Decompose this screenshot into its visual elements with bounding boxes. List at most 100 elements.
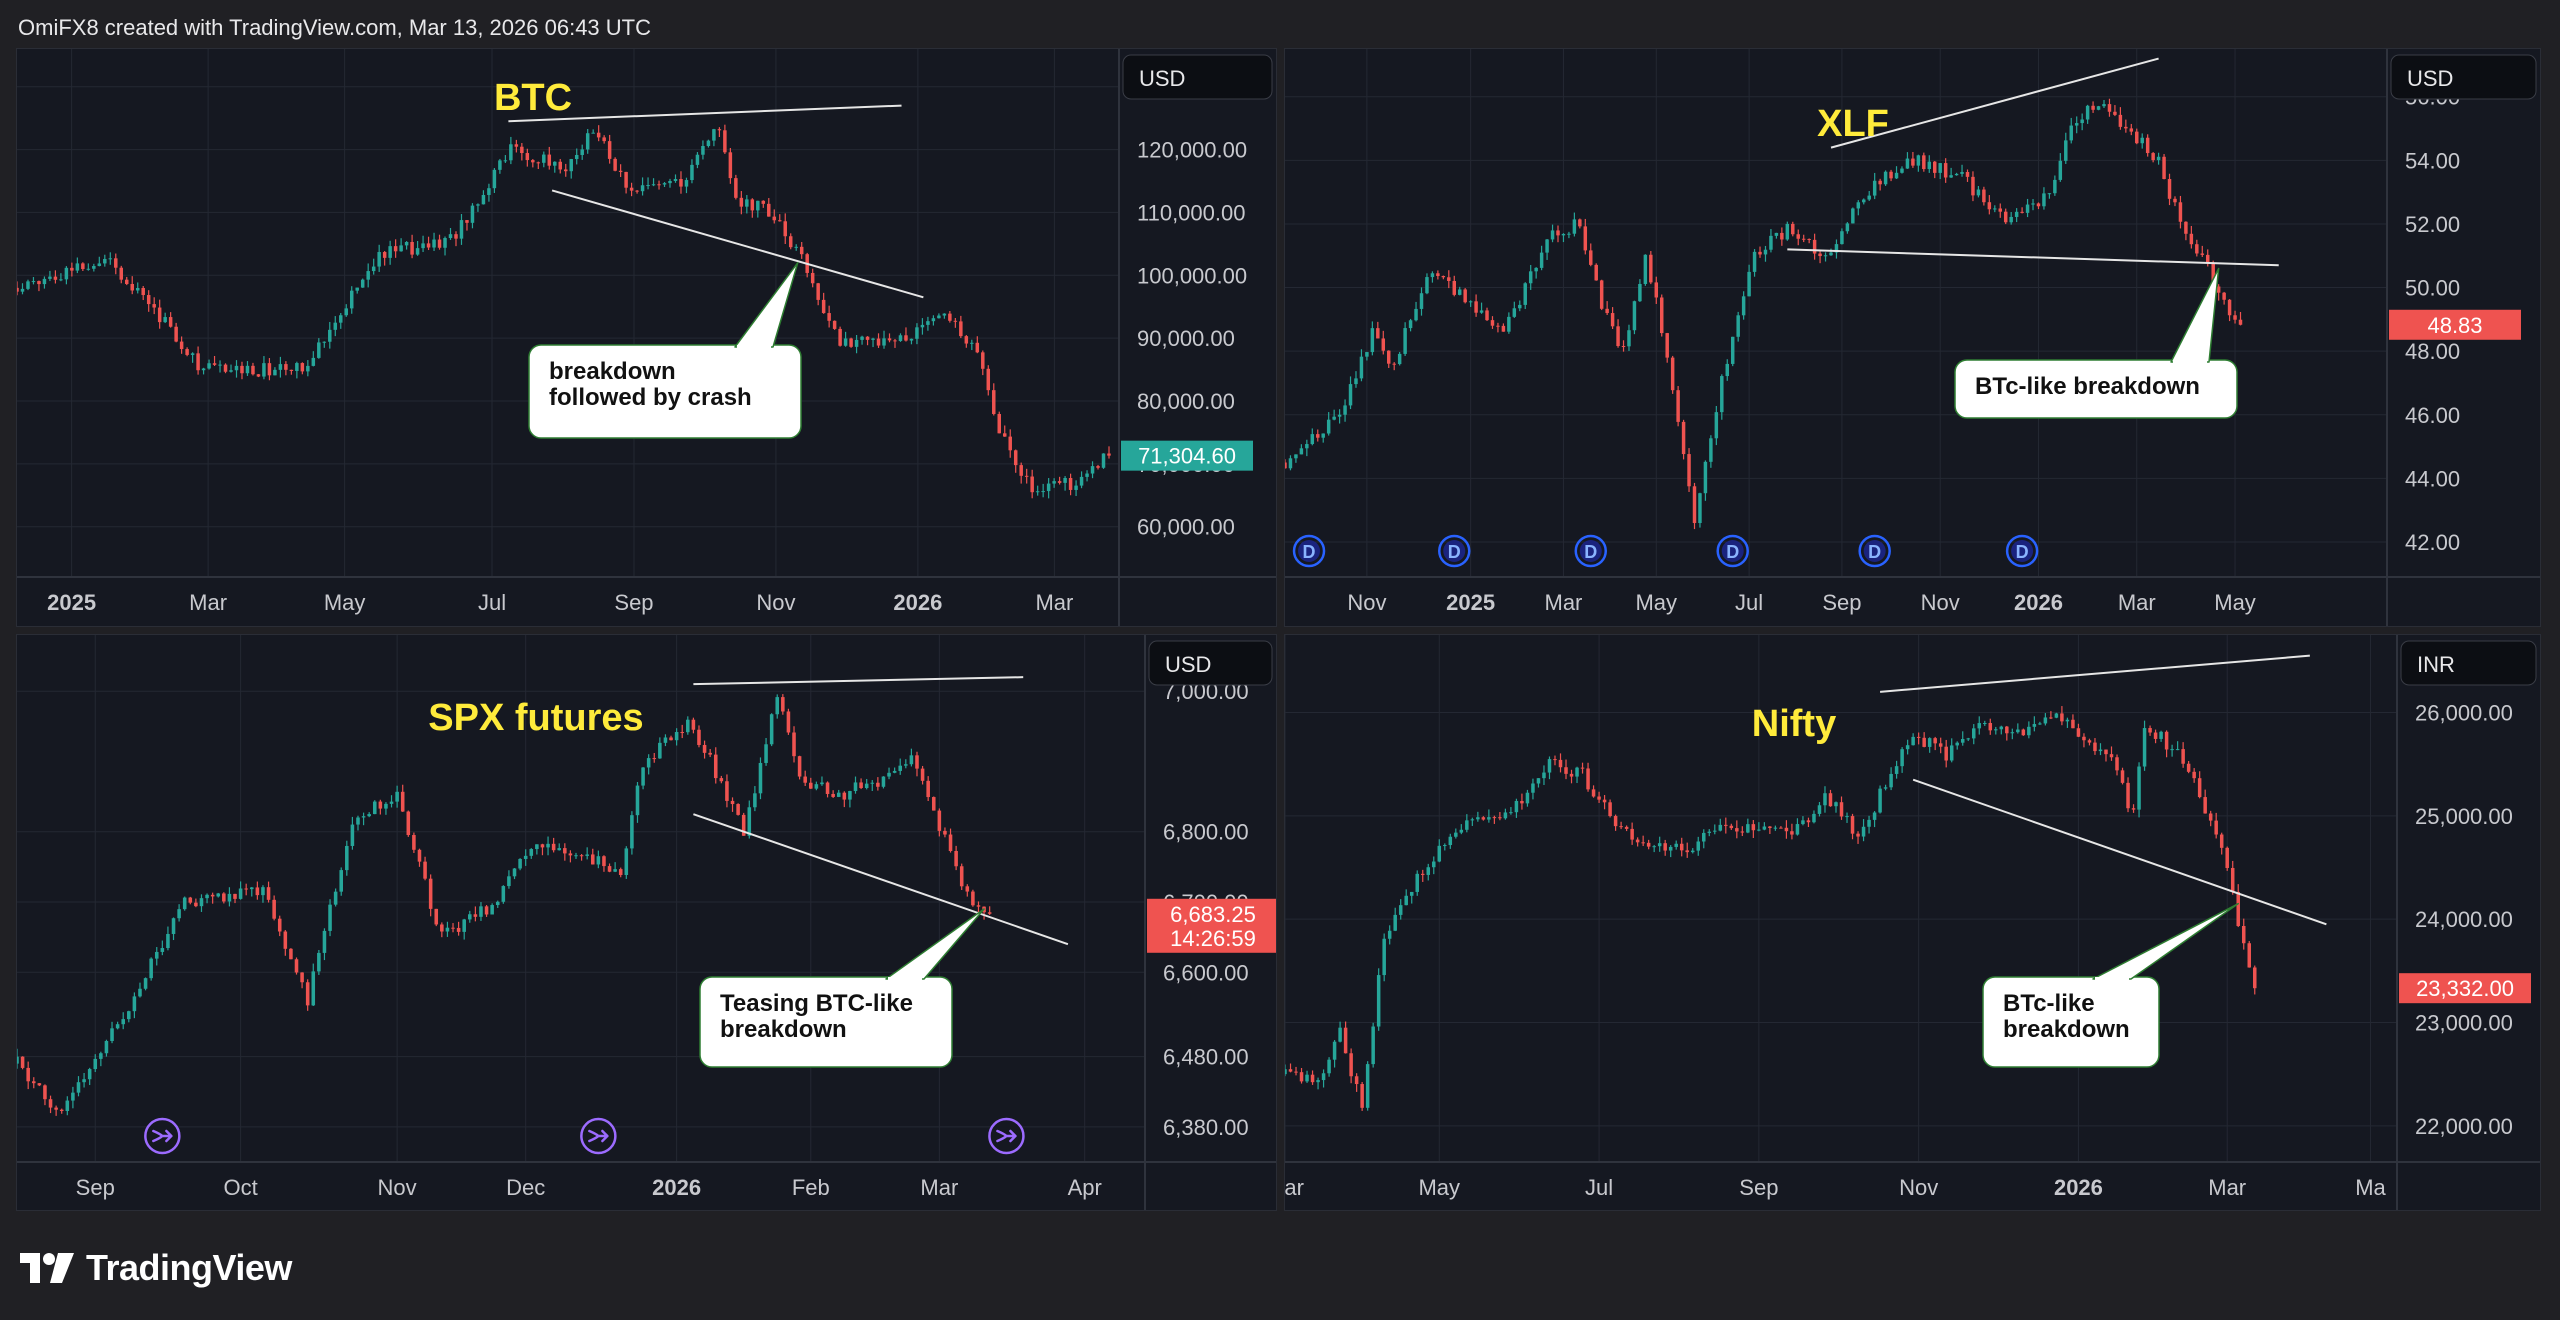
candle-body	[1720, 376, 1724, 413]
candle	[2016, 723, 2020, 734]
nifty-chart-svg[interactable]: 22,000.0023,000.0024,000.0025,000.0026,0…	[1285, 635, 2541, 1211]
candle-body	[2181, 749, 2185, 764]
candle	[739, 191, 744, 215]
candle	[1437, 839, 1442, 863]
candle-body	[529, 849, 534, 856]
candle	[640, 177, 645, 196]
candle	[2120, 767, 2125, 785]
candle	[641, 767, 645, 790]
candle	[1713, 824, 1717, 835]
candle-body	[1757, 829, 1761, 831]
candle	[697, 725, 701, 748]
candle	[2241, 918, 2246, 950]
candle-body	[1528, 271, 1533, 284]
dividend-marker-letter: D	[2016, 542, 2029, 562]
candle	[864, 778, 869, 790]
price-tick-label: 50.00	[2405, 276, 2460, 301]
candle	[630, 811, 634, 855]
candle	[986, 365, 991, 396]
candle	[451, 923, 455, 933]
candle	[1387, 350, 1391, 368]
candle-body	[1894, 766, 1899, 774]
xlf-chart-panel[interactable]: 42.0044.0046.0048.0050.0052.0054.0056.00…	[1284, 48, 2541, 627]
candle-body	[1779, 827, 1783, 829]
candle-body	[1801, 820, 1805, 825]
candle-body	[1452, 280, 1456, 295]
candle-body	[1889, 773, 1893, 788]
candle	[311, 963, 316, 1007]
candle-body	[87, 1069, 92, 1080]
candle	[523, 849, 528, 866]
candle-body	[97, 263, 102, 267]
candle	[1459, 824, 1464, 835]
candle-body	[931, 797, 936, 811]
currency-badge-bg	[1122, 54, 1273, 100]
candle	[1569, 769, 1574, 784]
candle	[2253, 965, 2257, 995]
candle	[882, 330, 886, 349]
candle	[1905, 152, 1910, 169]
btc-chart-svg[interactable]: 60,000.0070,000.0080,000.0090,000.00100,…	[17, 49, 1277, 627]
candle-body	[585, 854, 589, 856]
candle	[300, 362, 305, 375]
candle-body	[1052, 481, 1056, 484]
candle	[1632, 300, 1637, 335]
candle-body	[212, 363, 217, 365]
candle	[1690, 848, 1695, 854]
candle-body	[143, 978, 148, 989]
candle	[931, 796, 936, 811]
candle	[613, 862, 617, 873]
candle-body	[207, 363, 211, 369]
callout-box	[699, 976, 953, 1068]
candle	[1790, 823, 1794, 840]
candle-body	[767, 203, 771, 217]
candle-body	[289, 948, 293, 960]
candle-body	[273, 369, 277, 376]
candle	[201, 367, 206, 375]
candle-body	[730, 800, 735, 805]
candle	[227, 887, 232, 907]
candle-body	[201, 368, 206, 371]
candle	[154, 947, 159, 966]
callout-pointer	[2092, 902, 2239, 980]
btc-chart-panel[interactable]: 60,000.0070,000.0080,000.0090,000.00100,…	[16, 48, 1277, 627]
candle-body	[1376, 975, 1381, 1027]
candle	[1002, 425, 1007, 437]
candle-body	[188, 897, 193, 903]
candle	[658, 737, 662, 759]
candle	[2159, 730, 2163, 742]
xlf-chart-svg[interactable]: 42.0044.0046.0048.0050.0052.0054.0056.00…	[1285, 49, 2541, 627]
candle	[266, 881, 271, 903]
candle-body	[1586, 768, 1590, 790]
candle	[965, 884, 970, 897]
candle-body	[445, 927, 450, 932]
candle-body	[1321, 1073, 1326, 1081]
candle-body	[2049, 717, 2053, 719]
candle	[1900, 166, 1904, 174]
candle-body	[234, 365, 239, 371]
candle-body	[20, 1056, 25, 1068]
candle	[2064, 132, 2068, 164]
candle-body	[2173, 198, 2177, 203]
candle-body	[434, 908, 439, 925]
spx-futures-chart-panel[interactable]: 6,380.006,480.006,600.006,700.006,800.00…	[16, 634, 1277, 1211]
candle-body	[673, 179, 678, 181]
spx-futures-chart-svg[interactable]: 6,380.006,480.006,600.006,700.006,800.00…	[17, 635, 1277, 1211]
candle	[1696, 836, 1701, 856]
candle	[546, 836, 550, 856]
candle-body	[166, 933, 170, 949]
candle	[1954, 172, 1959, 176]
candle-body	[492, 169, 497, 189]
candle	[1747, 264, 1751, 297]
candle-body	[1994, 729, 1998, 731]
grid	[17, 635, 1145, 1162]
candle-body	[1812, 239, 1817, 254]
candle	[2005, 725, 2009, 741]
candle-body	[400, 791, 405, 812]
candle-body	[1966, 738, 1970, 740]
candle	[177, 904, 181, 922]
nifty-chart-panel[interactable]: 22,000.00 23,000.00 24,000.00 25,000.00 26,0…	[1284, 634, 2541, 1211]
candle-body	[2216, 286, 2221, 293]
time-tick-label: Jul	[478, 590, 506, 615]
candle	[152, 297, 156, 315]
